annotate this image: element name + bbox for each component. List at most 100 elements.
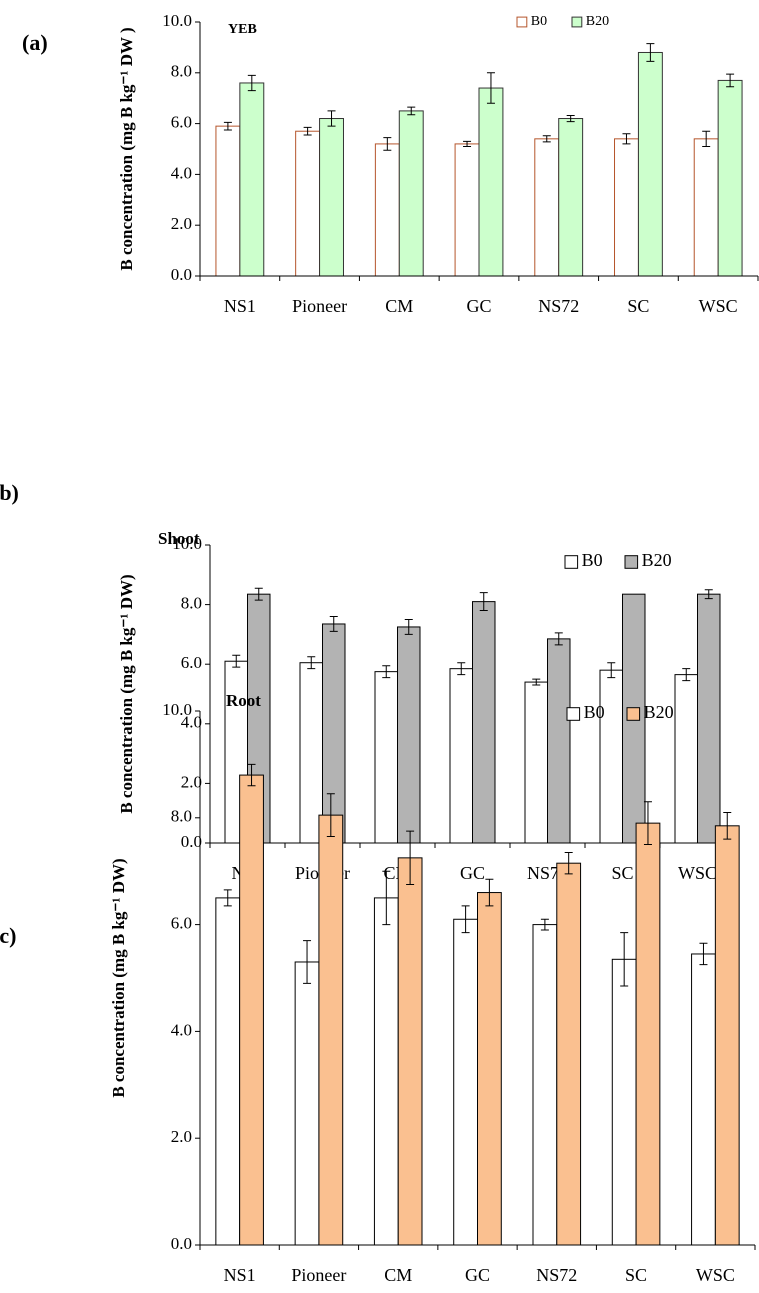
error-bar [486, 72, 495, 104]
error-bar [406, 830, 415, 886]
error-bar [542, 135, 551, 143]
error-bar [303, 940, 312, 984]
bar [322, 623, 346, 844]
y-tick-label: 4.0 [171, 1020, 192, 1039]
y-tick-label: 10.0 [172, 534, 202, 553]
bar [614, 138, 639, 277]
bar [556, 862, 582, 1246]
error-bar [566, 114, 575, 123]
x-tick-label: Pioneer [291, 1265, 346, 1285]
y-tick-label: 6.0 [181, 653, 202, 672]
bar [599, 669, 623, 844]
y-tick-label: 8.0 [181, 594, 202, 613]
legend-swatch [624, 555, 639, 569]
y-axis-label: B concentration (mg B kg⁻¹ DW ) [117, 27, 136, 270]
bar [477, 892, 502, 1246]
y-tick-label: 2.0 [171, 214, 192, 233]
bar [472, 601, 496, 844]
error-bar [254, 587, 263, 601]
x-tick-label: Pioneer [292, 296, 347, 316]
y-tick-label: 0.0 [181, 832, 202, 851]
error-bar [726, 73, 735, 88]
bar [611, 958, 637, 1246]
bar [637, 51, 663, 277]
legend-swatch [566, 707, 581, 721]
bar [397, 857, 423, 1246]
bar [318, 814, 344, 1246]
error-bar [620, 932, 629, 987]
legend-swatch [564, 555, 579, 569]
y-tick-label: 4.0 [171, 163, 192, 182]
bar [453, 918, 479, 1246]
error-bar [457, 662, 466, 676]
error-bar [554, 632, 563, 646]
error-bar [485, 878, 494, 907]
error-bar [704, 589, 713, 600]
bar [319, 118, 344, 277]
legend-label: B20 [586, 14, 609, 29]
legend-label: B20 [642, 550, 672, 570]
x-tick-label: NS72 [536, 1265, 577, 1285]
x-tick-label: CM [385, 296, 413, 316]
x-tick-label: NS72 [538, 296, 579, 316]
x-tick-label: NS1 [224, 1265, 256, 1285]
error-bar [532, 678, 541, 686]
error-bar [463, 140, 472, 147]
bar [398, 110, 424, 277]
x-tick-label: GC [460, 863, 485, 883]
x-tick-label: NS1 [224, 296, 256, 316]
y-tick-label: 2.0 [181, 772, 202, 791]
panel-label: (b) [0, 480, 19, 505]
error-bar [223, 889, 232, 907]
error-bar [646, 43, 655, 62]
bar [547, 638, 571, 844]
x-tick-label: WSC [696, 1265, 735, 1285]
bar [635, 822, 661, 1246]
legend-label: B0 [582, 550, 603, 570]
legend-label: B0 [584, 702, 605, 722]
bar [693, 138, 719, 277]
error-bar [232, 654, 241, 668]
legend-swatch [626, 707, 641, 721]
error-bar [326, 793, 335, 837]
legend-swatch [516, 16, 528, 28]
bar [717, 79, 743, 277]
bar [697, 593, 721, 844]
error-bar [327, 110, 336, 127]
legend-label: B0 [531, 14, 547, 29]
bar [524, 681, 548, 844]
error-bar [303, 126, 312, 136]
error-bar [329, 616, 338, 632]
bar [714, 825, 740, 1246]
x-tick-label: SC [627, 296, 649, 316]
error-bar [682, 668, 691, 682]
error-bar [382, 870, 391, 926]
y-tick-label: 10.0 [162, 11, 192, 30]
y-tick-label: 2.0 [171, 1127, 192, 1146]
bar [373, 897, 399, 1246]
error-bar [407, 106, 416, 116]
bar [478, 87, 504, 277]
x-tick-label: WSC [699, 296, 738, 316]
bar [397, 626, 421, 844]
error-bar [307, 656, 316, 670]
error-bar [383, 137, 392, 151]
error-bar [247, 763, 256, 787]
y-tick-label: 0.0 [171, 265, 192, 284]
bar [674, 674, 698, 844]
y-tick-label: 6.0 [171, 914, 192, 933]
error-bar [702, 130, 711, 147]
error-bar [540, 918, 549, 931]
bar [215, 125, 241, 277]
error-bar [643, 801, 652, 845]
bar [558, 118, 584, 277]
error-bar [564, 852, 573, 875]
x-tick-label: SC [625, 1265, 647, 1285]
bar [215, 897, 241, 1246]
error-bar [223, 121, 232, 131]
chart-title: Shoot [158, 529, 200, 548]
y-tick-label: 8.0 [171, 807, 192, 826]
x-tick-label: GC [465, 1265, 490, 1285]
error-bar [699, 942, 708, 966]
legend-label: B20 [644, 702, 674, 722]
